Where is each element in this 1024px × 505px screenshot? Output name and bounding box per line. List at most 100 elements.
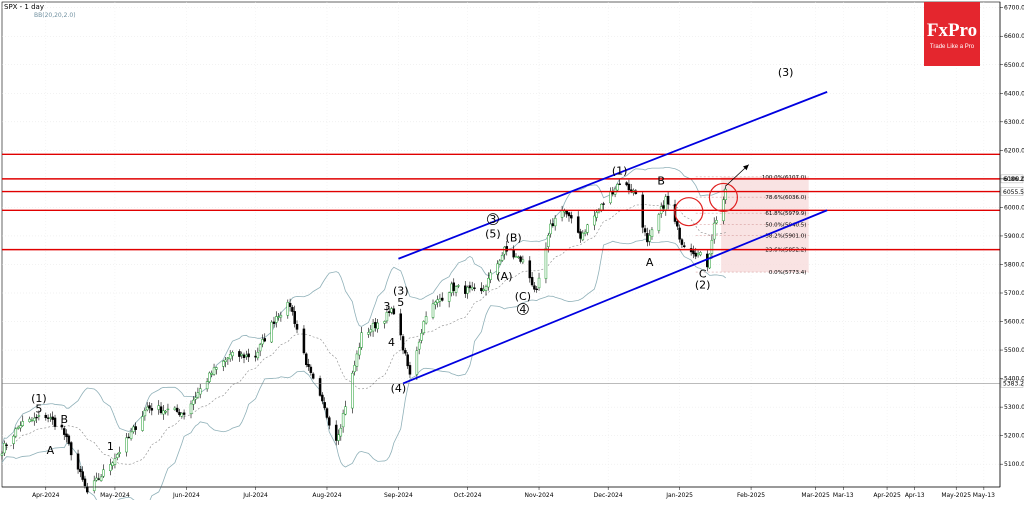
level-price-box — [1000, 187, 1024, 196]
fib-level-label: 78.6%(6036.0) — [765, 195, 806, 201]
candle-body — [546, 235, 550, 247]
candle-body — [279, 315, 283, 318]
y-tick-label: 5400.0 — [1004, 376, 1024, 383]
candle-body — [498, 260, 502, 265]
candle-body — [65, 433, 68, 438]
candle-body — [579, 231, 582, 239]
x-tick-label: Nov-2024 — [525, 492, 554, 499]
wave-label: A — [47, 444, 55, 457]
wave-label: (A) — [496, 270, 512, 283]
y-tick-label: 5500.0 — [1004, 347, 1024, 354]
candle-body — [102, 469, 105, 477]
candle-body — [166, 408, 170, 411]
candle-body — [164, 410, 167, 413]
y-tick-label: 5300.0 — [1004, 404, 1024, 411]
candle-body — [222, 360, 225, 367]
candle-body — [404, 350, 407, 354]
candle-body — [530, 277, 534, 286]
candle-body — [676, 221, 679, 227]
candle-body — [341, 413, 345, 428]
logo-brand: FxPro — [926, 20, 978, 41]
candle-body — [625, 182, 628, 186]
candle-body — [83, 478, 87, 486]
candle-body — [600, 204, 603, 211]
candle-body — [355, 353, 359, 367]
candle-body — [570, 215, 573, 219]
candle-body — [30, 419, 34, 422]
x-tick-label: Oct-2024 — [454, 492, 482, 499]
candle-body — [150, 408, 154, 411]
x-tick-label: Jul-2024 — [242, 492, 268, 499]
candle-body — [325, 408, 329, 418]
candle-body — [551, 223, 555, 227]
level-price-label: 6055.5 — [1003, 189, 1024, 196]
x-tick-label: Jun-2024 — [172, 492, 200, 499]
candle-body — [650, 229, 654, 237]
y-tick-label: 6600.0 — [1004, 33, 1024, 40]
candle-body — [60, 424, 64, 428]
candle-body — [286, 302, 290, 316]
candle-body — [616, 184, 619, 191]
x-tick-label: Apr-2024 — [32, 492, 60, 499]
candle-body — [593, 215, 596, 226]
candle-body — [533, 285, 536, 290]
wave-label: (5) — [485, 227, 501, 240]
candle-body — [132, 426, 135, 432]
fib-level-label: 0.0%(5773.4) — [769, 270, 807, 276]
wave-label: B — [657, 175, 665, 188]
y-tick-label: 6100.0 — [1004, 176, 1024, 183]
wave-label-circle — [487, 213, 499, 225]
candle-body — [371, 323, 375, 332]
candle-body — [431, 303, 435, 318]
wave-label: 5 — [397, 296, 404, 309]
candle-body — [275, 316, 278, 323]
candle-body — [666, 195, 670, 205]
candle-body — [143, 410, 147, 417]
candle-body — [97, 478, 101, 480]
candle-body — [470, 287, 474, 290]
chart-title: SPX - 1 day — [4, 3, 44, 11]
candle-body — [519, 256, 522, 262]
candle-body — [420, 332, 423, 341]
candle-body — [724, 188, 727, 200]
candle-body — [263, 338, 267, 342]
x-tick-label: Dec-2024 — [594, 492, 623, 499]
x-tick-label: Feb-2025 — [737, 492, 765, 499]
candle-body — [464, 285, 467, 294]
candle-body — [12, 435, 15, 444]
wave-label: C — [699, 267, 707, 280]
candle-body — [528, 260, 532, 279]
candle-body — [537, 277, 541, 289]
candle-body — [334, 424, 338, 441]
candle-body — [261, 339, 264, 345]
candle-body — [466, 287, 469, 294]
candle-body — [376, 322, 379, 330]
candle-body — [162, 410, 165, 415]
candle-body — [643, 228, 647, 233]
y-tick-label: 6200.0 — [1004, 147, 1024, 154]
candle-body — [360, 332, 363, 348]
fib-level-label: 61.8%(5979.9) — [765, 211, 806, 217]
candle-body — [215, 367, 218, 370]
x-tick-label: Sep-2024 — [384, 492, 413, 499]
candle-body — [254, 355, 257, 358]
candle-body — [553, 217, 557, 227]
candle-body — [256, 351, 260, 359]
wave-label: B — [60, 413, 68, 426]
candle-body — [240, 353, 243, 356]
candle-body — [489, 272, 492, 280]
candle-body — [228, 354, 232, 360]
candle-body — [277, 316, 280, 318]
channel-lower-line — [402, 209, 828, 385]
x-tick-label: Aug-2024 — [312, 492, 341, 499]
candle-body — [415, 350, 419, 375]
wave-label: (3) — [778, 66, 794, 79]
candle-body — [678, 227, 681, 240]
candle-body — [5, 444, 8, 446]
analysis-overlay: 100.0%(6107.0) 78.6%(6036.0) 61.8%(5979.9)… — [2, 66, 1024, 457]
logo-tagline: Trade Like a Pro — [929, 44, 975, 50]
candle-body — [79, 468, 82, 473]
candle-body — [487, 278, 490, 288]
candle-body — [245, 354, 248, 357]
